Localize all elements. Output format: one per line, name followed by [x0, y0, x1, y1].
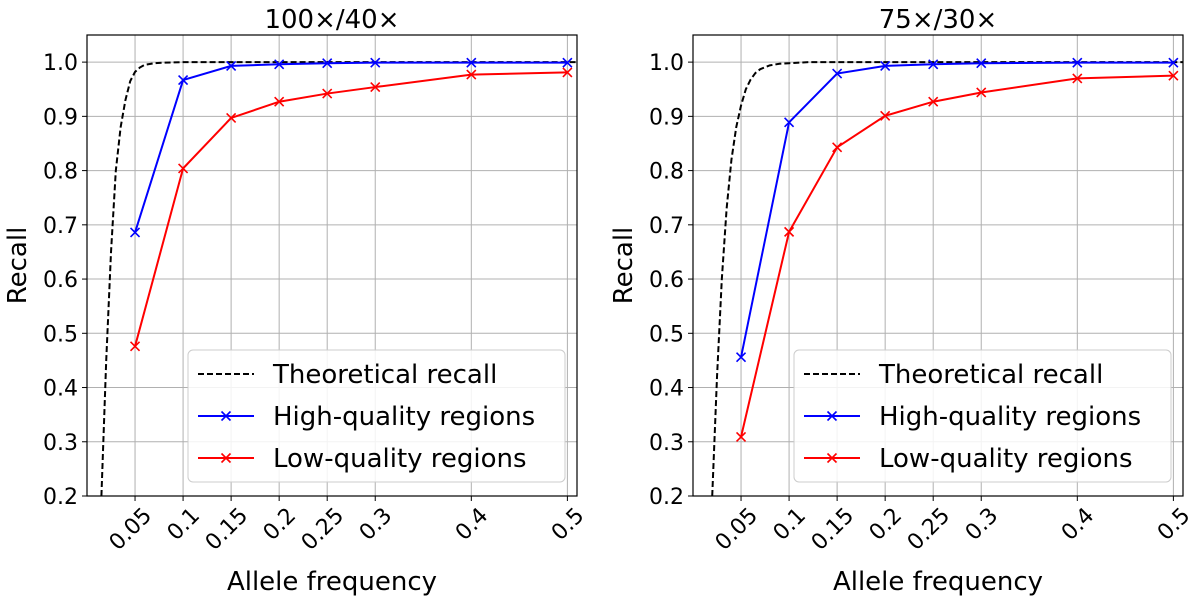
- data-point: [976, 87, 987, 98]
- x-tick-label: 0.4: [1057, 503, 1099, 545]
- data-point: [226, 60, 237, 71]
- y-tick-label: 1.0: [649, 51, 684, 76]
- data-point: [1168, 70, 1179, 81]
- y-tick-label: 0.3: [43, 431, 78, 456]
- y-tick-label: 0.7: [649, 214, 684, 239]
- data-point: [322, 58, 333, 69]
- legend-marker: [220, 452, 232, 464]
- data-point: [370, 82, 381, 93]
- x-tick-label: 0.15: [201, 503, 253, 555]
- axes-frame: [86, 34, 578, 497]
- x-tick-label: 0.2: [865, 503, 907, 545]
- y-tick-label: 0.5: [43, 322, 78, 347]
- plot-area: [100, 57, 577, 496]
- legend-label: Low-quality regions: [879, 444, 1133, 474]
- legend: Theoretical recall High-quality regions Lo…: [793, 349, 1172, 483]
- data-point: [178, 163, 189, 174]
- x-axis-label: Allele frequency: [227, 567, 437, 597]
- x-tick-label: 0.15: [807, 503, 859, 555]
- plot-area: [711, 57, 1183, 496]
- x-tick-label: 0.05: [711, 503, 763, 555]
- chart-title: 75×/30×: [879, 5, 998, 35]
- data-point: [928, 96, 939, 107]
- y-axis-label: Recall: [3, 227, 33, 305]
- x-tick-label: 0.25: [297, 503, 349, 555]
- data-point: [466, 69, 477, 80]
- data-point: [1072, 57, 1083, 68]
- y-tick-label: 0.3: [649, 431, 684, 456]
- x-tick-label: 0.1: [163, 503, 205, 545]
- y-tick-label: 0.2: [649, 485, 684, 510]
- x-tick-label: 0.3: [961, 503, 1003, 545]
- legend: Theoretical recall High-quality regions Lo…: [187, 349, 566, 483]
- y-tick-label: 0.6: [43, 268, 78, 293]
- series-line-3: [740, 74, 1174, 438]
- y-tick-label: 1.0: [43, 51, 78, 76]
- data-point: [178, 74, 189, 86]
- data-point: [562, 57, 573, 68]
- x-tick-label: 0.5: [547, 503, 589, 545]
- y-tick-label: 0.9: [43, 105, 78, 130]
- data-point: [1072, 73, 1083, 84]
- y-tick-label: 0.7: [43, 214, 78, 239]
- y-tick-label: 0.5: [649, 322, 684, 347]
- data-point: [784, 226, 795, 237]
- y-axis-label: Recall: [609, 227, 639, 305]
- x-tick-label: 0.1: [769, 503, 811, 545]
- data-point: [274, 59, 285, 70]
- y-tick-label: 0.8: [43, 160, 78, 185]
- chart-panel-2: 0.20.30.40.50.60.70.80.91.00.05 0.10.15 0.…: [609, 5, 1195, 597]
- data-point: [832, 142, 843, 153]
- x-tick-label: 0.5: [1153, 503, 1195, 545]
- y-tick-label: 0.4: [649, 377, 684, 402]
- x-tick-label: 0.2: [259, 503, 301, 545]
- data-point: [1168, 57, 1179, 68]
- legend-label: Theoretical recall: [878, 360, 1103, 390]
- y-tick-label: 0.6: [649, 268, 684, 293]
- data-point: [274, 96, 285, 107]
- legend-box: [793, 349, 1172, 483]
- data-point: [226, 112, 237, 124]
- data-point: [832, 68, 843, 79]
- legend-marker: [220, 410, 232, 422]
- data-point: [562, 67, 573, 78]
- data-point: [322, 88, 333, 99]
- data-point: [880, 110, 891, 121]
- data-point: [928, 59, 939, 70]
- legend-label: Theoretical recall: [272, 360, 497, 390]
- y-tick-label: 0.9: [649, 105, 684, 130]
- data-point: [784, 117, 795, 128]
- legend-label: Low-quality regions: [273, 444, 527, 474]
- chart-panel-1: 0.20.30.40.50.60.70.80.91.00.05 0.10.15 0.…: [3, 5, 589, 597]
- data-point: [466, 57, 477, 68]
- data-point: [735, 352, 747, 363]
- legend-box: [187, 349, 566, 483]
- data-point: [880, 60, 891, 71]
- series-line-2: [740, 61, 1174, 358]
- series-line-1: [711, 61, 1183, 496]
- legend-label: High-quality regions: [879, 402, 1141, 432]
- series-line-3: [134, 71, 568, 347]
- legend-label: High-quality regions: [273, 402, 535, 432]
- y-tick-label: 0.4: [43, 377, 78, 402]
- data-point: [976, 58, 987, 69]
- axes-frame: [692, 34, 1184, 497]
- y-tick-label: 0.2: [43, 485, 78, 510]
- legend-marker: [826, 410, 838, 422]
- data-point: [129, 227, 141, 238]
- chart-title: 100×/40×: [264, 5, 399, 35]
- x-tick-label: 0.4: [451, 503, 493, 545]
- series-line-2: [134, 61, 568, 233]
- y-tick-label: 0.8: [649, 160, 684, 185]
- data-point: [370, 57, 381, 68]
- x-tick-label: 0.05: [105, 503, 157, 555]
- x-axis-label: Allele frequency: [833, 567, 1043, 597]
- legend-marker: [826, 452, 838, 464]
- x-tick-label: 0.3: [355, 503, 397, 545]
- data-point: [735, 431, 747, 442]
- data-point: [129, 341, 141, 352]
- x-tick-label: 0.25: [903, 503, 955, 555]
